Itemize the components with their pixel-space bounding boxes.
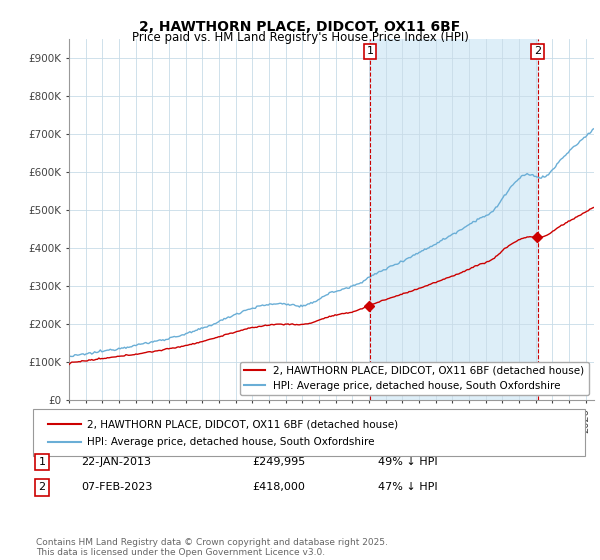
Text: 22-JAN-2013: 22-JAN-2013 (81, 457, 151, 467)
Text: 2, HAWTHORN PLACE, DIDCOT, OX11 6BF (detached house): 2, HAWTHORN PLACE, DIDCOT, OX11 6BF (det… (87, 419, 398, 429)
Text: 2, HAWTHORN PLACE, DIDCOT, OX11 6BF: 2, HAWTHORN PLACE, DIDCOT, OX11 6BF (139, 20, 461, 34)
Text: HPI: Average price, detached house, South Oxfordshire: HPI: Average price, detached house, Sout… (87, 437, 374, 447)
Text: £418,000: £418,000 (252, 482, 305, 492)
Bar (370, 39, 538, 400)
Text: Price paid vs. HM Land Registry's House Price Index (HPI): Price paid vs. HM Land Registry's House … (131, 31, 469, 44)
Text: 2: 2 (534, 46, 541, 57)
Text: 2: 2 (38, 482, 46, 492)
Text: 49% ↓ HPI: 49% ↓ HPI (378, 457, 437, 467)
Text: £249,995: £249,995 (252, 457, 305, 467)
Text: 47% ↓ HPI: 47% ↓ HPI (378, 482, 437, 492)
Legend: 2, HAWTHORN PLACE, DIDCOT, OX11 6BF (detached house), HPI: Average price, detach: 2, HAWTHORN PLACE, DIDCOT, OX11 6BF (det… (240, 362, 589, 395)
Text: 1: 1 (367, 46, 373, 57)
Text: 1: 1 (38, 457, 46, 467)
Text: Contains HM Land Registry data © Crown copyright and database right 2025.
This d: Contains HM Land Registry data © Crown c… (36, 538, 388, 557)
Text: 07-FEB-2023: 07-FEB-2023 (81, 482, 152, 492)
